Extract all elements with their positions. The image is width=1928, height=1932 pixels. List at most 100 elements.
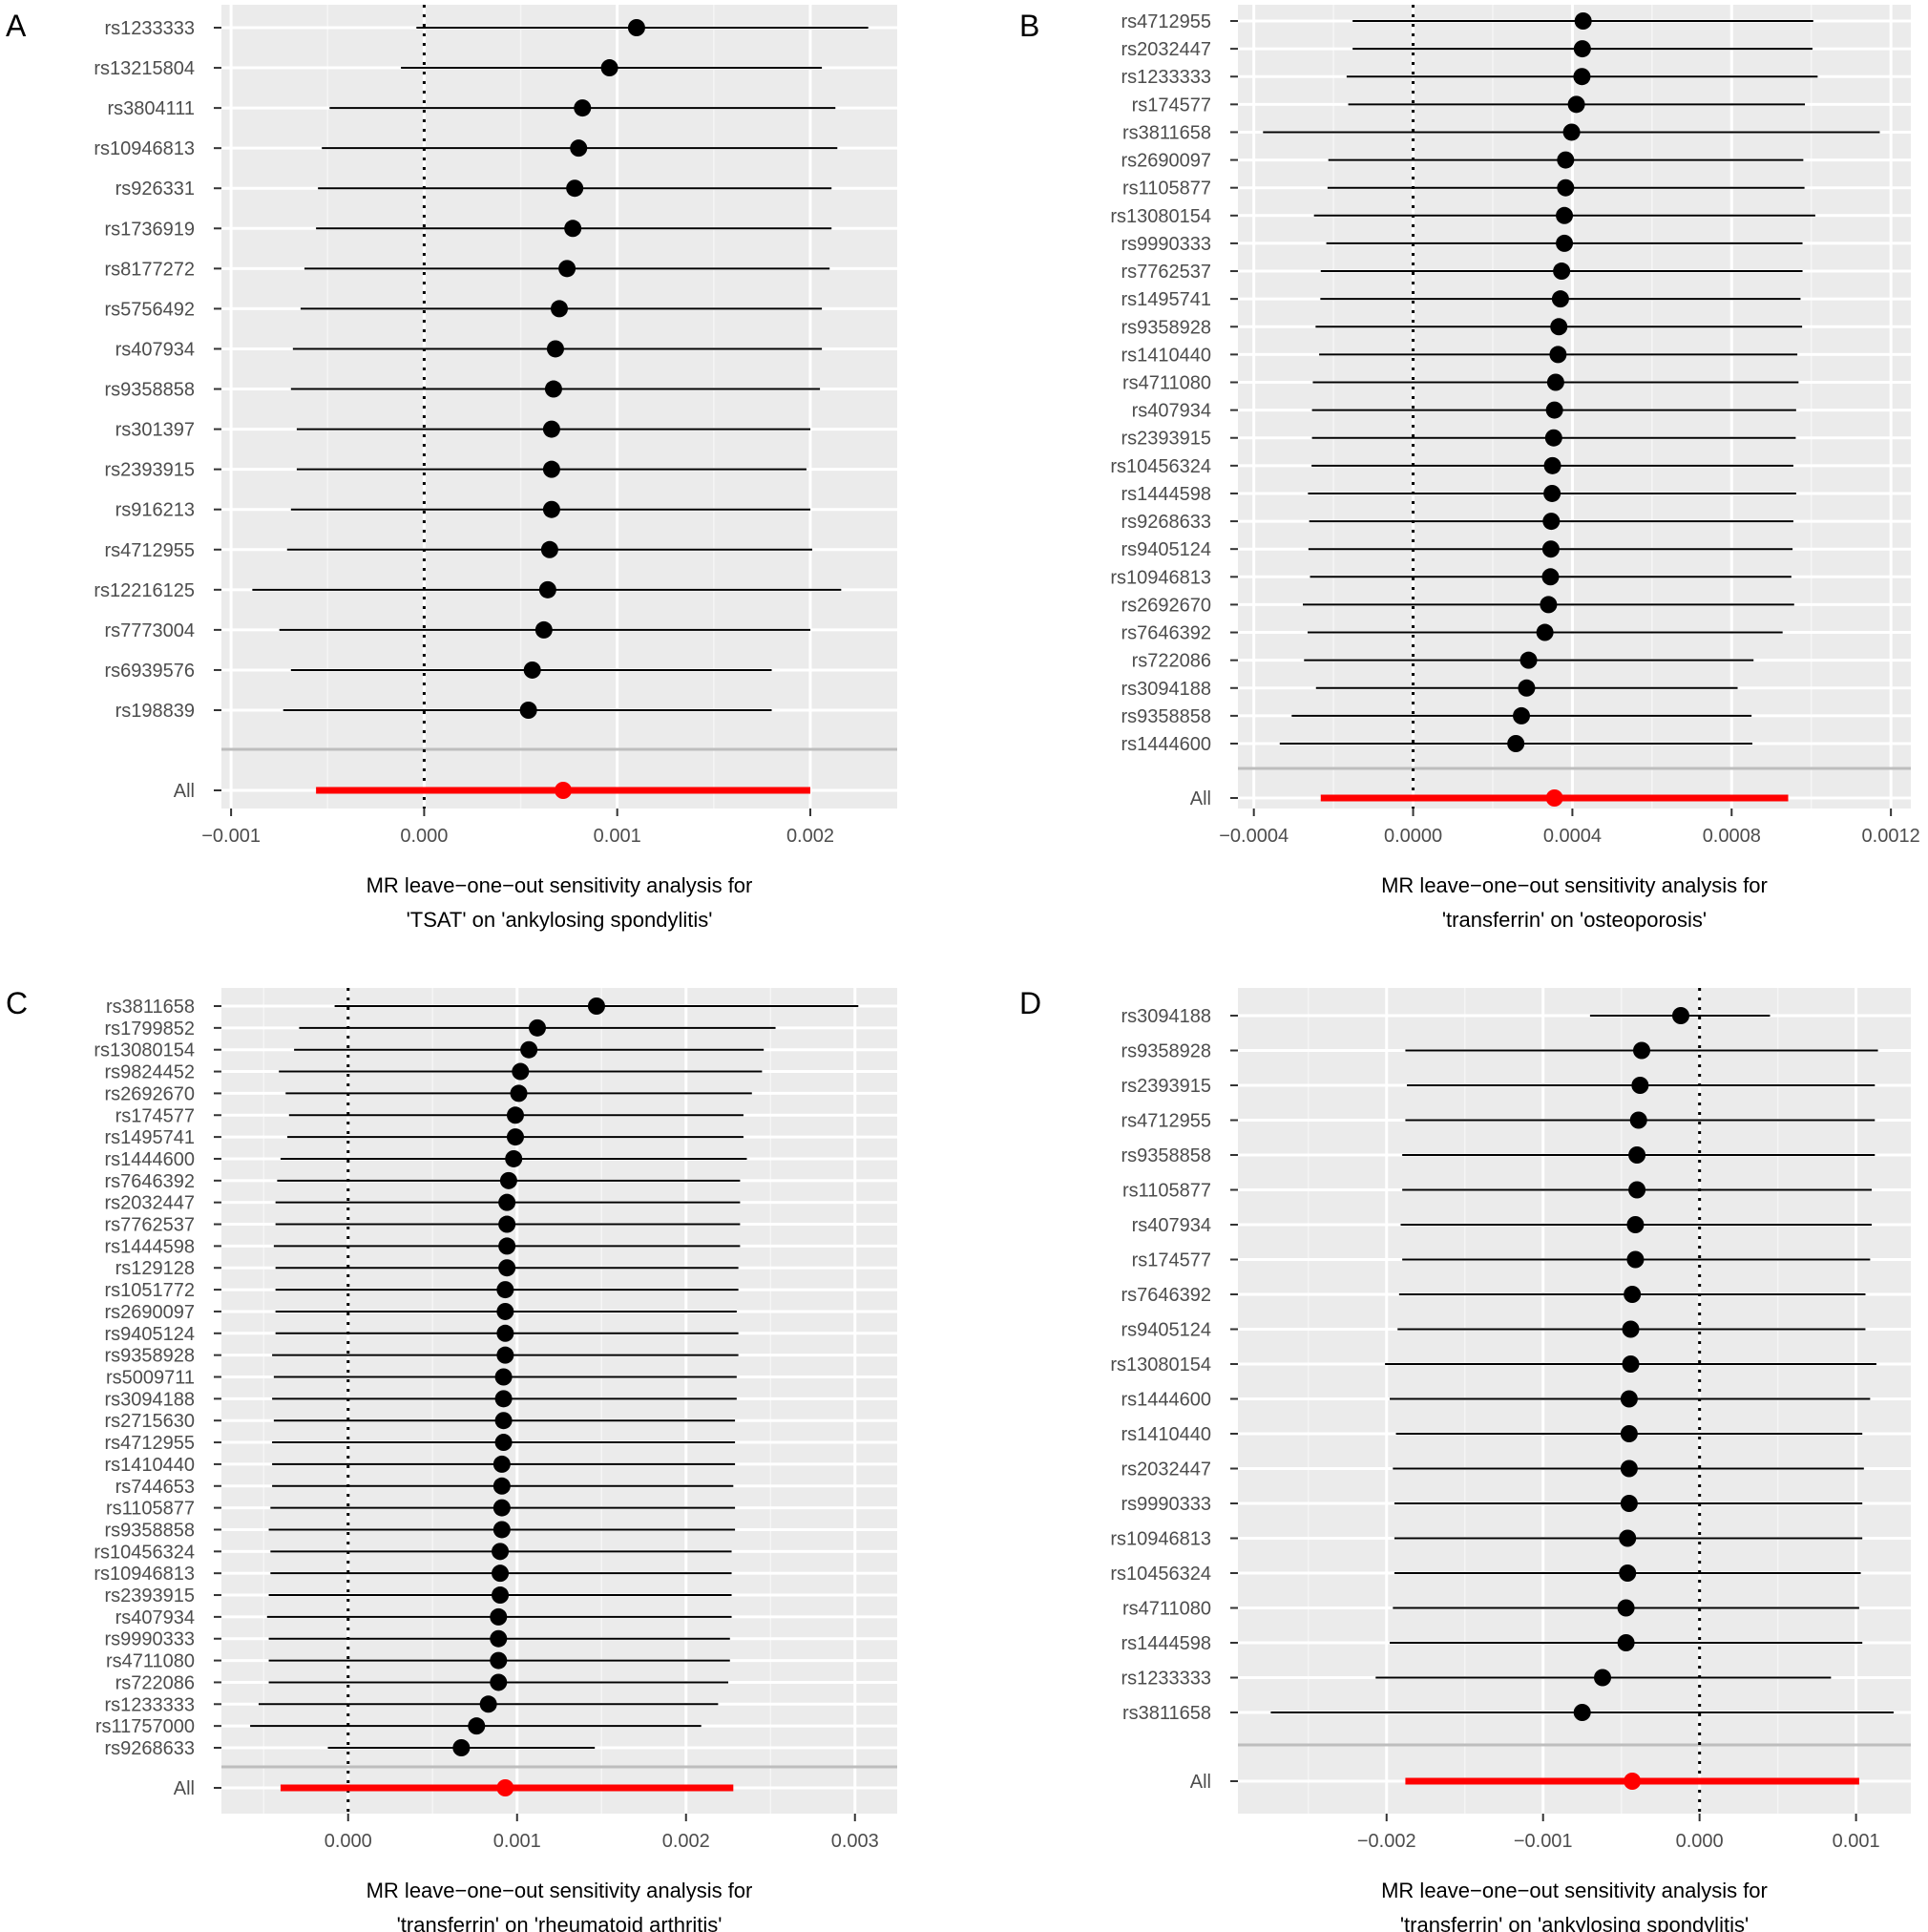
estimate-point: [574, 99, 592, 117]
snp-label: rs1444598: [104, 1236, 195, 1257]
snp-label: rs916213: [115, 500, 195, 521]
estimate-point: [492, 1499, 511, 1517]
estimate-point: [1545, 401, 1563, 419]
estimate-point: [1549, 346, 1567, 364]
overall-estimate-point: [496, 1779, 514, 1796]
snp-label: rs9405124: [1121, 539, 1211, 560]
panel-letter: A: [6, 9, 27, 43]
estimate-point: [494, 1368, 513, 1386]
snp-label: rs1410440: [1121, 1424, 1211, 1445]
snp-label: rs301397: [115, 420, 195, 441]
x-tick-label: 0.0012: [1862, 826, 1920, 847]
snp-label: rs3094188: [1121, 1006, 1211, 1027]
snp-label: rs3811658: [106, 997, 195, 1018]
estimate-point: [1620, 1495, 1638, 1512]
snp-label: rs9824452: [104, 1062, 195, 1083]
snp-label: rs2690097: [1121, 151, 1211, 172]
estimate-point: [1543, 484, 1561, 502]
estimate-point: [540, 540, 558, 558]
estimate-point: [1620, 1390, 1638, 1408]
estimate-point: [587, 998, 605, 1015]
estimate-point: [1556, 206, 1574, 224]
snp-label: rs407934: [1132, 401, 1211, 422]
estimate-point: [1550, 318, 1568, 336]
panel-letter: D: [1019, 986, 1041, 1020]
estimate-point: [1626, 1216, 1645, 1233]
panel-background: [221, 5, 897, 808]
snp-label: rs10946813: [1110, 567, 1211, 588]
snp-label: rs174577: [1132, 94, 1211, 116]
overall-estimate-point: [1545, 789, 1563, 807]
x-tick-label: 0.002: [786, 826, 834, 847]
snp-label: rs3811658: [1122, 122, 1211, 143]
estimate-point: [1551, 290, 1569, 308]
estimate-point: [1541, 540, 1560, 558]
forest-panel-c: rs3811658rs1799852rs13080154rs9824452rs2…: [6, 986, 897, 1932]
x-tick-label: 0.0008: [1703, 826, 1761, 847]
estimate-point: [492, 1564, 510, 1583]
x-tick-label: −0.0004: [1219, 826, 1289, 847]
x-tick-label: 0.001: [1833, 1831, 1880, 1852]
snp-label: rs2715630: [104, 1411, 195, 1432]
x-tick-label: −0.001: [201, 826, 261, 847]
estimate-point: [492, 1521, 511, 1539]
snp-label: rs1233333: [1121, 67, 1211, 88]
snp-label: rs722086: [1132, 651, 1211, 672]
estimate-point: [1567, 95, 1585, 114]
snp-label: rs8177272: [104, 259, 195, 280]
overall-estimate-point: [1624, 1773, 1642, 1790]
estimate-point: [494, 1412, 513, 1430]
estimate-point: [468, 1717, 486, 1735]
estimate-point: [1519, 651, 1538, 669]
snp-label: rs13080154: [94, 1040, 195, 1061]
estimate-point: [566, 179, 584, 198]
snp-label: rs1410440: [104, 1455, 195, 1476]
snp-label: rs9358858: [104, 1520, 195, 1541]
snp-label: rs9358928: [1121, 317, 1211, 338]
axis-title-line-1: MR leave−one−out sensitivity analysis fo…: [367, 873, 753, 897]
estimate-point: [479, 1695, 497, 1713]
estimate-point: [1553, 262, 1571, 281]
estimate-point: [1541, 568, 1560, 586]
snp-label: rs7773004: [104, 620, 195, 641]
snp-label: rs2692670: [1121, 595, 1211, 616]
estimate-point: [490, 1607, 508, 1626]
snp-label: rs1444598: [1121, 484, 1211, 505]
x-tick-label: 0.0004: [1543, 826, 1602, 847]
snp-label: rs4712955: [104, 1433, 195, 1454]
estimate-point: [1624, 1286, 1642, 1303]
snp-label: rs1799852: [104, 1018, 195, 1040]
snp-label: rs5756492: [104, 299, 195, 320]
estimate-point: [1542, 513, 1561, 531]
estimate-point: [520, 1040, 538, 1059]
snp-label: rs2692670: [104, 1083, 195, 1104]
estimate-point: [1628, 1146, 1646, 1164]
estimate-point: [498, 1215, 516, 1233]
estimate-point: [558, 260, 576, 278]
snp-label: rs9405124: [104, 1324, 195, 1345]
snp-label: rs7762537: [1121, 262, 1211, 283]
estimate-point: [1629, 1111, 1647, 1129]
snp-label: rs174577: [115, 1105, 195, 1126]
forest-panel-d: rs3094188 rs9358928 rs2393915 rs4712955 rs93…: [1019, 986, 1911, 1932]
snp-label: rs11757000: [95, 1716, 195, 1737]
forest-panel-b: rs4712955 rs2032447 rs1233333 rs174577 rs381…: [1019, 5, 1920, 932]
snp-label: rs198839: [115, 701, 195, 722]
snp-label: rs13080154: [1110, 1354, 1211, 1376]
x-tick-label: −0.002: [1357, 1831, 1416, 1852]
estimate-point: [490, 1651, 508, 1670]
snp-label: rs6939576: [104, 661, 195, 682]
snp-label: rs1736919: [104, 219, 195, 240]
snp-label: rs4712955: [104, 540, 195, 561]
snp-label: rs407934: [115, 339, 195, 360]
snp-label: rs1444600: [1121, 1390, 1211, 1411]
snp-label: rs9405124: [1121, 1320, 1211, 1341]
axis-title-line-2: 'transferrin' on 'rheumatoid arthritis': [397, 1913, 723, 1932]
estimate-point: [1620, 1425, 1638, 1442]
estimate-point: [1513, 706, 1531, 724]
estimate-point: [544, 380, 562, 398]
estimate-point: [492, 1455, 511, 1473]
snp-label: rs1495741: [1121, 289, 1211, 310]
estimate-point: [496, 1281, 514, 1299]
